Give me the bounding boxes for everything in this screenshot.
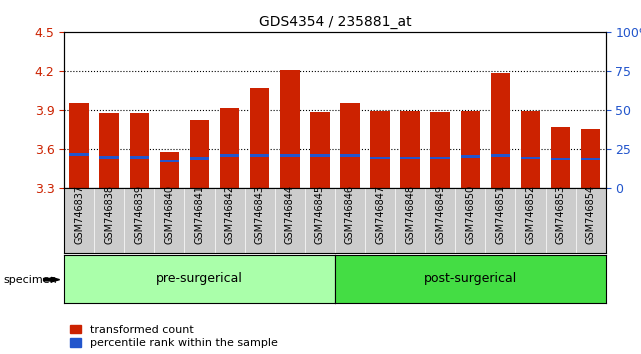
Bar bbox=[129, 113, 149, 188]
Bar bbox=[551, 127, 570, 188]
Bar bbox=[370, 156, 390, 159]
Text: specimen: specimen bbox=[3, 275, 57, 285]
Bar bbox=[160, 160, 179, 162]
Bar bbox=[431, 156, 450, 159]
Bar bbox=[160, 152, 179, 188]
Bar bbox=[490, 154, 510, 157]
Bar bbox=[520, 156, 540, 159]
Legend: transformed count, percentile rank within the sample: transformed count, percentile rank withi… bbox=[70, 325, 278, 348]
Bar bbox=[370, 111, 390, 188]
Bar bbox=[69, 153, 89, 156]
Bar bbox=[280, 154, 299, 157]
Bar bbox=[431, 112, 450, 188]
Bar bbox=[220, 108, 239, 188]
Bar bbox=[190, 157, 210, 160]
Bar bbox=[581, 129, 601, 188]
Bar bbox=[460, 155, 480, 158]
Bar bbox=[340, 154, 360, 157]
Bar bbox=[460, 111, 480, 188]
Bar bbox=[69, 103, 89, 188]
Bar bbox=[129, 156, 149, 159]
Bar bbox=[551, 158, 570, 160]
Bar bbox=[520, 111, 540, 188]
Bar bbox=[99, 156, 119, 159]
Bar bbox=[280, 69, 299, 188]
Bar bbox=[581, 158, 601, 160]
Text: pre-surgerical: pre-surgerical bbox=[156, 272, 243, 285]
Bar bbox=[220, 154, 239, 157]
Bar bbox=[340, 103, 360, 188]
Text: post-surgerical: post-surgerical bbox=[424, 272, 517, 285]
Bar bbox=[310, 154, 329, 157]
Bar bbox=[99, 113, 119, 188]
Bar bbox=[190, 120, 210, 188]
Bar bbox=[310, 112, 329, 188]
Bar bbox=[490, 73, 510, 188]
Bar bbox=[401, 111, 420, 188]
Title: GDS4354 / 235881_at: GDS4354 / 235881_at bbox=[258, 16, 412, 29]
Bar bbox=[401, 156, 420, 159]
Bar bbox=[250, 88, 269, 188]
Bar bbox=[250, 154, 269, 157]
